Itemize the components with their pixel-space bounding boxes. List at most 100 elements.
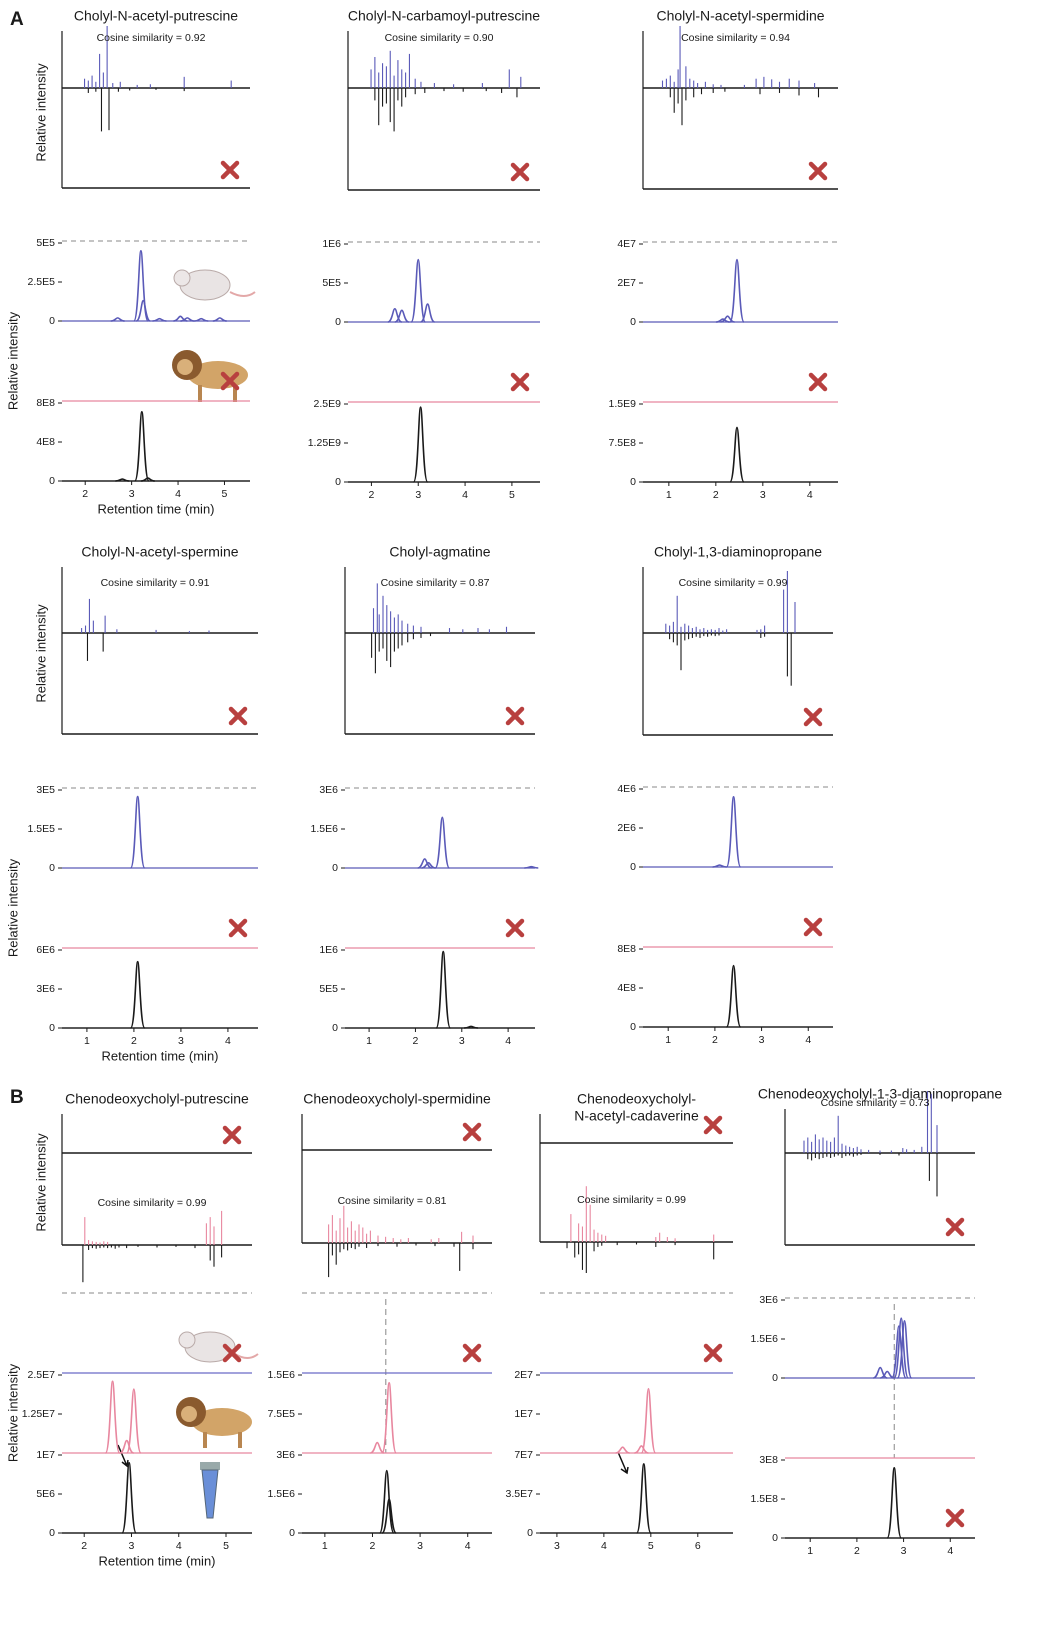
y-tick-label: 1.5E6 xyxy=(751,1333,779,1345)
chrom-peak xyxy=(435,817,449,868)
mouse-icon xyxy=(174,270,255,300)
x-tick-label: 2 xyxy=(854,1545,860,1557)
chrom-peak xyxy=(730,427,744,482)
panel-letter: B xyxy=(10,1087,24,1108)
x-tick-label: 3 xyxy=(760,489,766,501)
y-tick-label: 0 xyxy=(630,861,636,873)
x-tick-label: 4 xyxy=(465,1540,471,1552)
chrom-peak xyxy=(136,301,150,321)
y-tick-label: 2.5E7 xyxy=(28,1369,56,1381)
cross-mark xyxy=(508,709,522,723)
y-tick-label: 6E6 xyxy=(36,944,55,956)
chrom-peak xyxy=(616,1447,630,1453)
chrom-peak xyxy=(382,1383,396,1453)
cosine-label: Cosine similarity = 0.81 xyxy=(338,1195,447,1207)
x-tick-label: 2 xyxy=(81,1540,87,1552)
x-tick-label: 3 xyxy=(759,1034,765,1046)
y-tick-label: 0 xyxy=(527,1527,533,1539)
chrom-peak xyxy=(127,1389,141,1453)
x-tick-label: 4 xyxy=(225,1035,231,1047)
y-tick-label: 0 xyxy=(335,476,341,488)
y-tick-label: 2.5E5 xyxy=(28,276,56,288)
y-tick-label: 2E7 xyxy=(617,277,636,289)
y-tick-label: 0 xyxy=(332,862,338,874)
chrom-peak xyxy=(730,260,744,322)
y-axis-label: Relative intensity xyxy=(33,1133,48,1232)
cosine-label: Cosine similarity = 0.87 xyxy=(381,577,490,589)
x-tick-label: 2 xyxy=(368,489,374,501)
y-tick-label: 0 xyxy=(335,316,341,328)
y-tick-label: 1.5E5 xyxy=(28,823,56,835)
chrom-peak xyxy=(641,1389,655,1453)
y-tick-label: 3.5E7 xyxy=(506,1488,534,1500)
panel-title: Cholyl-agmatine xyxy=(389,544,490,560)
y-tick-label: 1E7 xyxy=(514,1408,533,1420)
cosine-label: Cosine similarity = 0.91 xyxy=(101,577,210,589)
x-tick-label: 1 xyxy=(366,1035,372,1047)
y-tick-label: 4E8 xyxy=(36,436,55,448)
x-tick-label: 1 xyxy=(665,1034,671,1046)
cross-mark xyxy=(706,1118,720,1132)
x-tick-label: 3 xyxy=(901,1545,907,1557)
cross-mark xyxy=(231,709,245,723)
y-axis-label: Relative intensity xyxy=(5,1363,20,1462)
y-tick-label: 0 xyxy=(289,1527,295,1539)
cosine-label: Cosine similarity = 0.92 xyxy=(97,32,206,44)
y-tick-label: 8E8 xyxy=(36,397,55,409)
chrom-peak xyxy=(887,1468,901,1538)
y-tick-label: 0 xyxy=(49,1527,55,1539)
y-tick-label: 3E6 xyxy=(276,1449,295,1461)
cosine-label: Cosine similarity = 0.94 xyxy=(681,32,790,44)
x-tick-label: 4 xyxy=(175,488,181,500)
x-tick-label: 2 xyxy=(712,1034,718,1046)
panel-title: Cholyl-N-carbamoyl-putrescine xyxy=(348,8,540,24)
x-tick-label: 1 xyxy=(807,1545,813,1557)
x-tick-label: 3 xyxy=(415,489,421,501)
y-tick-label: 0 xyxy=(49,475,55,487)
y-tick-label: 7.5E8 xyxy=(609,437,637,449)
y-axis-label: Relative intensity xyxy=(33,63,48,162)
cross-mark xyxy=(948,1511,962,1525)
y-tick-label: 5E6 xyxy=(36,1488,55,1500)
panel-title: Chenodeoxycholyl-spermidine xyxy=(303,1091,491,1107)
cross-mark xyxy=(231,921,245,935)
y-tick-label: 0 xyxy=(772,1532,778,1544)
chrom-peak xyxy=(436,952,450,1028)
cross-mark xyxy=(806,920,820,934)
y-tick-label: 0 xyxy=(630,476,636,488)
panel-title: Cholyl-N-acetyl-spermine xyxy=(81,544,238,560)
cross-mark xyxy=(465,1346,479,1360)
chrom-peak xyxy=(637,1464,651,1533)
y-tick-label: 0 xyxy=(49,862,55,874)
x-tick-label: 3 xyxy=(417,1540,423,1552)
cosine-label: Cosine similarity = 0.90 xyxy=(385,32,494,44)
y-tick-label: 1E6 xyxy=(319,944,338,956)
chrom-peak xyxy=(131,962,145,1028)
y-tick-label: 1.25E9 xyxy=(308,437,341,449)
y-tick-label: 1.5E6 xyxy=(311,823,339,835)
mouse-icon xyxy=(179,1332,258,1362)
cross-mark xyxy=(225,1128,239,1142)
y-tick-label: 1.5E9 xyxy=(609,398,637,410)
chrom-peak xyxy=(411,260,425,322)
cross-mark xyxy=(465,1125,479,1139)
panel-title: Cholyl-1,3-diaminopropane xyxy=(654,544,822,560)
tube-icon xyxy=(200,1462,220,1518)
y-tick-label: 5E5 xyxy=(36,237,55,249)
panel-title: Cholyl-N-acetyl-putrescine xyxy=(74,8,238,24)
chrom-peak xyxy=(727,966,741,1027)
lion-icon xyxy=(176,1397,252,1448)
x-axis-label: Retention time (min) xyxy=(101,1048,218,1063)
x-tick-label: 3 xyxy=(554,1540,560,1552)
x-tick-label: 2 xyxy=(131,1035,137,1047)
panel-title: Cholyl-N-acetyl-spermidine xyxy=(656,8,824,24)
cosine-label: Cosine similarity = 0.99 xyxy=(98,1197,207,1209)
cross-mark xyxy=(806,710,820,724)
x-tick-label: 4 xyxy=(805,1034,811,1046)
y-tick-label: 1.25E7 xyxy=(22,1408,55,1420)
x-tick-label: 2 xyxy=(82,488,88,500)
y-axis-label: Relative intensity xyxy=(5,858,20,957)
y-tick-label: 5E5 xyxy=(319,983,338,995)
x-tick-label: 5 xyxy=(223,1540,229,1552)
y-tick-label: 4E6 xyxy=(617,783,636,795)
